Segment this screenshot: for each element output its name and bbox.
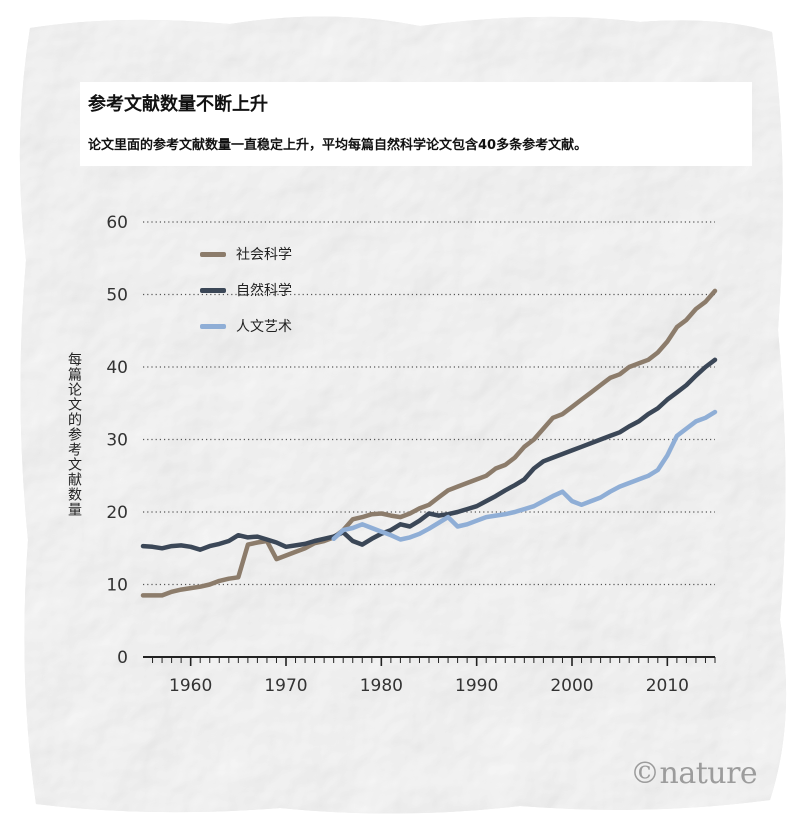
chart-title: 参考文献数量不断上升	[88, 94, 268, 115]
legend-label-humanities: 人文艺术	[236, 319, 292, 335]
y-axis-label: 每篇论文的参考文献数量	[66, 352, 82, 517]
x-axis: 1960 1970 1980 1990 2000 2010	[143, 656, 716, 696]
series-lines	[140, 288, 718, 598]
series-line-humanities	[331, 409, 718, 542]
y-tick-label-40: 40	[106, 358, 128, 378]
x-tick-label-1970: 1970	[264, 676, 307, 696]
y-axis-ticks: 0 10 20 30 40 50 60	[106, 213, 128, 668]
legend-swatch-natural-science	[200, 288, 226, 293]
x-tick-label-2010: 2010	[646, 676, 689, 696]
legend-item-social-science: 社会科学	[200, 244, 360, 264]
legend-swatch-humanities	[200, 324, 226, 329]
y-tick-label-0: 0	[117, 648, 128, 668]
chart-subtitle: 论文里面的参考文献数量一直稳定上升，平均每篇自然科学论文包含40多条参考文献。	[88, 138, 588, 153]
x-tick-label-2000: 2000	[550, 676, 593, 696]
y-tick-label-10: 10	[106, 576, 128, 596]
x-tick-label-1990: 1990	[455, 676, 498, 696]
title-panel	[80, 82, 752, 166]
y-tick-label-60: 60	[106, 213, 128, 233]
legend-label-natural-science: 自然科学	[236, 283, 292, 299]
series-line-social-science	[140, 288, 718, 598]
y-tick-label-50: 50	[106, 286, 128, 306]
y-tick-label-20: 20	[106, 503, 128, 523]
legend-swatch-social-science	[200, 252, 226, 257]
legend-item-natural-science: 自然科学	[200, 280, 360, 300]
legend-item-humanities: 人文艺术	[200, 316, 360, 336]
x-tick-label-1980: 1980	[360, 676, 403, 696]
legend-label-social-science: 社会科学	[236, 247, 292, 263]
x-tick-label-1960: 1960	[169, 676, 212, 696]
y-tick-label-30: 30	[106, 431, 128, 451]
series-line-natural-science	[140, 357, 718, 552]
nature-watermark: ©nature	[630, 756, 758, 791]
